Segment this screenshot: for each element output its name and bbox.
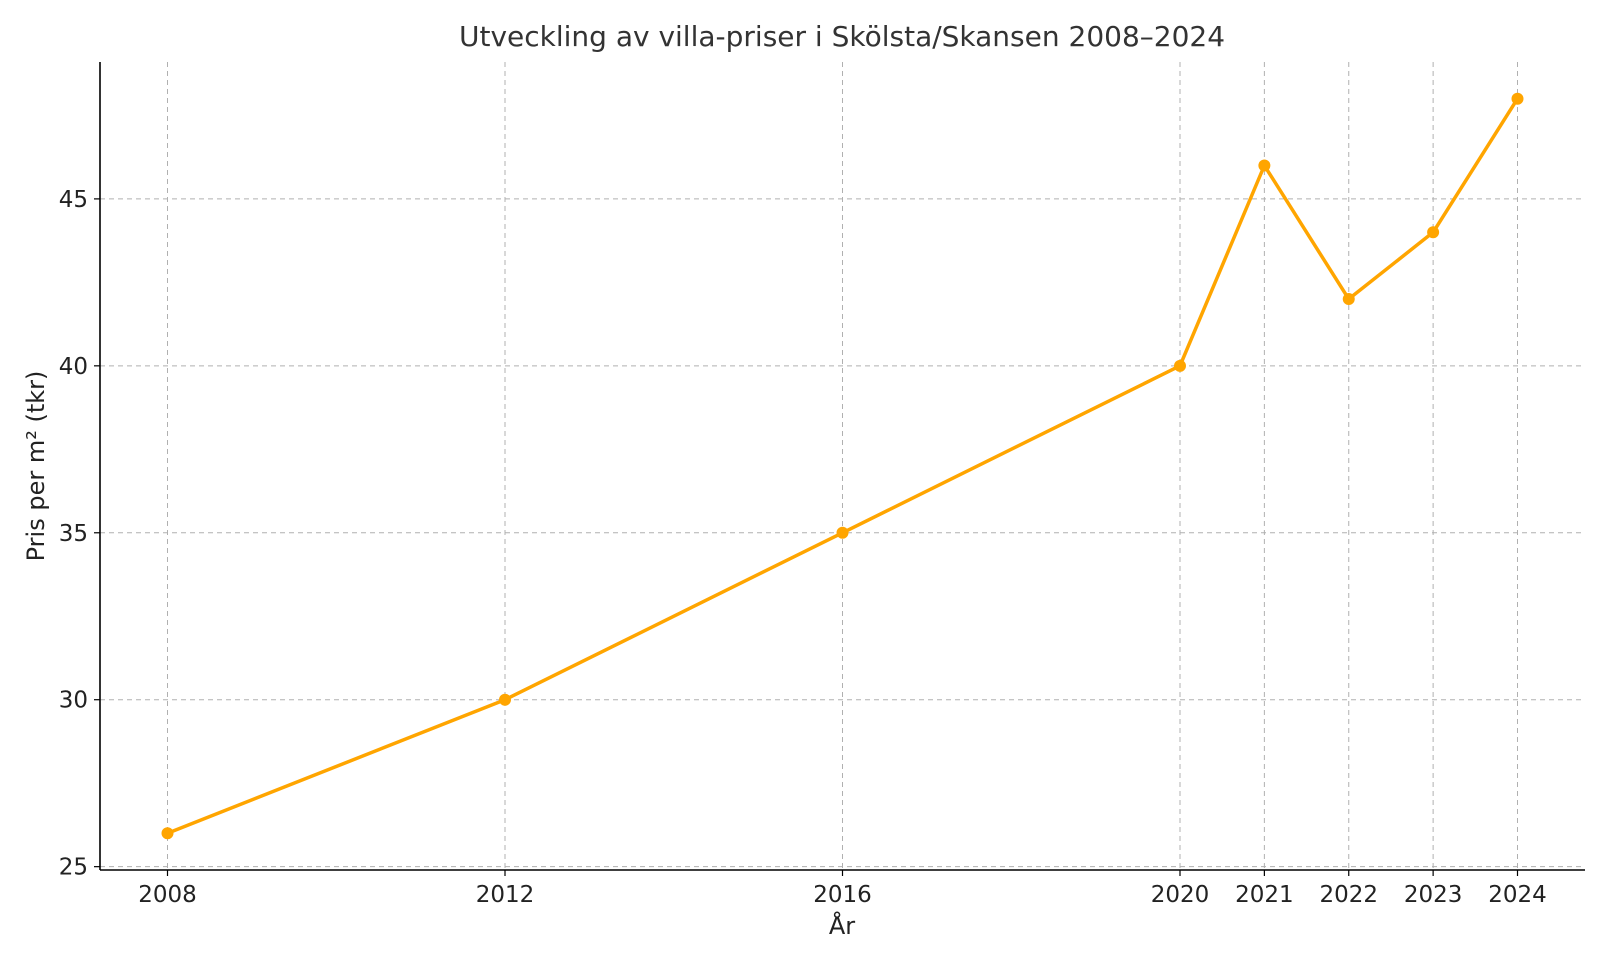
x-tick-label: 2020 [1151,882,1210,908]
y-tick-label: 40 [59,354,88,380]
data-point [1427,226,1440,239]
y-tick-label: 45 [59,187,88,213]
y-tick-label: 25 [59,855,88,881]
y-axis-label: Pris per m² (tkr) [22,371,50,562]
data-point [161,827,174,840]
y-tick-label: 30 [59,688,88,714]
y-tick-label: 35 [59,521,88,547]
x-tick-label: 2008 [138,882,197,908]
data-point [1511,92,1524,105]
data-point [1258,159,1271,172]
data-point [499,693,511,706]
x-tick-label: 2023 [1404,882,1463,908]
tick-labels: 2008 2012 2016 2020 2021 2022 2023 2024 25 30 35 40… [59,187,1547,908]
x-tick-label: 2012 [476,882,535,908]
series-line [165,96,1520,836]
data-point [1342,293,1355,306]
data-point [1174,359,1186,372]
x-axis-label: År [829,911,855,940]
data-point [836,526,849,539]
chart-title: Utveckling av villa-priser i Skölsta/Ska… [459,20,1225,53]
x-tick-label: 2021 [1235,882,1294,908]
gridlines [100,62,1585,870]
x-tick-label: 2022 [1319,882,1378,908]
x-tick-label: 2024 [1488,882,1547,908]
series-layer [161,92,1524,840]
x-tick-label: 2016 [813,882,872,908]
